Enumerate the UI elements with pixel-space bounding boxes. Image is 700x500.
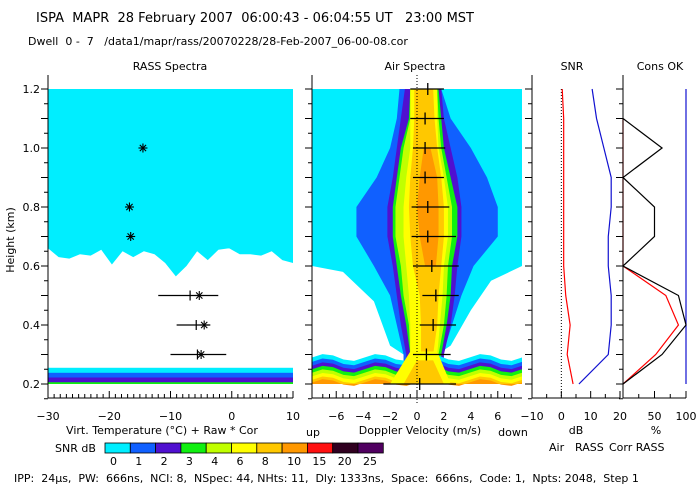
colorbar-label: SNR dB xyxy=(55,442,96,455)
rass-x-tick-label: 0 xyxy=(228,410,235,423)
air-x-tick-label: −6 xyxy=(328,410,344,423)
colorbar-tick-label: 2 xyxy=(161,455,168,468)
cor-star-marker-4 xyxy=(199,320,209,330)
rass-title: RASS Spectra xyxy=(133,60,208,73)
colorbar-swatch-6 xyxy=(256,442,283,454)
snr-x-tick-label: 10 xyxy=(584,410,598,423)
footer-params: IPP: 24μs, PW: 666ns, NCI: 8, NSpec: 44,… xyxy=(14,472,639,485)
colorbar-tick-label: 1 xyxy=(135,455,142,468)
snr-x-tick-label: −10 xyxy=(520,410,543,423)
colorbar-swatch-4 xyxy=(205,442,232,454)
air-x-label-down: down xyxy=(498,426,528,439)
snr-title: SNR xyxy=(561,60,584,73)
colorbar-tick-label: 25 xyxy=(363,455,377,468)
rass-x-tick-label: 10 xyxy=(286,410,300,423)
rass-band-2 xyxy=(48,377,293,384)
snr-line-rass xyxy=(561,88,574,385)
colorbar-swatch-5 xyxy=(231,442,258,454)
header-dwell: Dwell 0 - 7 /data1/mapr/rass/20070228/28… xyxy=(28,35,408,48)
cons-x-tick-label: 100 xyxy=(676,410,697,423)
cor-star-marker-3 xyxy=(194,291,204,300)
air-x-label-up: up xyxy=(306,426,320,439)
y-tick-label: 0.6 xyxy=(23,260,41,273)
colorbar-swatch-9 xyxy=(332,442,359,454)
air-x-tick-label: −4 xyxy=(355,410,371,423)
cor-star-marker-2 xyxy=(126,232,136,241)
header-title: ISPA MAPR 28 February 2007 06:00:43 - 06… xyxy=(36,11,474,26)
legend-air: Air xyxy=(549,441,565,454)
cor-star-stroke xyxy=(197,350,205,359)
colorbar-tick-label: 0 xyxy=(110,455,117,468)
colorbar-swatch-2 xyxy=(155,442,182,454)
colorbar-tick-label: 15 xyxy=(312,455,326,468)
y-tick-label: 0.4 xyxy=(23,319,41,332)
air-x-tick-label: 2 xyxy=(440,410,447,423)
colorbar-swatch-10 xyxy=(357,442,384,454)
air-x-tick-label: 0 xyxy=(414,410,421,423)
y-tick-label: 0.8 xyxy=(23,201,41,214)
snr-x-tick-label: 0 xyxy=(558,410,565,423)
colorbar-tick-label: 3 xyxy=(186,455,193,468)
cor-star-stroke xyxy=(200,321,208,329)
rass-x-tick-label: −30 xyxy=(36,410,59,423)
cons-line-corr-rass xyxy=(621,118,687,385)
cor-star-marker-5 xyxy=(196,350,206,359)
y-axis-label: Height (km) xyxy=(4,207,17,273)
colorbar-swatch-7 xyxy=(281,442,308,454)
rass-noise-edge xyxy=(48,236,293,277)
colorbar-tick-label: 10 xyxy=(287,455,301,468)
colorbar-swatch-3 xyxy=(180,442,207,454)
rass-x-label: Virt. Temperature (°C) + Raw * Cor xyxy=(66,424,258,437)
cor-star-stroke xyxy=(139,144,147,152)
air-x-tick-label: 6 xyxy=(494,410,501,423)
cons-x-tick-label: 50 xyxy=(648,410,662,423)
cor-star-stroke xyxy=(125,203,134,211)
rass-band-3 xyxy=(48,382,293,384)
air-core-base-2 xyxy=(403,360,444,384)
rass-x-tick-label: −20 xyxy=(98,410,121,423)
cons-title: Cons OK xyxy=(637,60,684,73)
rass-noise-region xyxy=(48,89,293,249)
legend-rass: RASS xyxy=(575,441,604,454)
cor-star-marker-1 xyxy=(124,202,134,212)
cor-star-stroke xyxy=(195,291,203,300)
snr-line-air xyxy=(578,88,612,385)
cor-star-marker-0 xyxy=(138,143,148,153)
y-tick-label: 0.2 xyxy=(23,378,41,391)
air-x-tick-label: −2 xyxy=(382,410,398,423)
legend-corr-rass: Corr RASS xyxy=(609,441,664,454)
cons-x-label: % xyxy=(651,424,661,437)
cor-star-stroke xyxy=(127,232,135,241)
snr-x-tick-label: 20 xyxy=(613,410,627,423)
y-tick-label: 1.2 xyxy=(23,83,41,96)
colorbar-swatch-1 xyxy=(129,442,157,454)
snr-x-label: dB xyxy=(569,424,584,437)
y-tick-label: 1.0 xyxy=(23,142,41,155)
air-x-tick-label: 4 xyxy=(467,410,474,423)
rass-x-tick-label: −10 xyxy=(159,410,182,423)
air-title: Air Spectra xyxy=(385,60,446,73)
colorbar-tick-label: 6 xyxy=(237,455,244,468)
colorbar-tick-label: 4 xyxy=(211,455,218,468)
air-cyan-left xyxy=(312,266,404,355)
air-x-label: Doppler Velocity (m/s) xyxy=(359,424,481,437)
colorbar-swatch-0 xyxy=(104,442,131,454)
colorbar-tick-label: 8 xyxy=(262,455,269,468)
colorbar-swatch-8 xyxy=(306,442,334,454)
colorbar-tick-label: 20 xyxy=(338,455,352,468)
